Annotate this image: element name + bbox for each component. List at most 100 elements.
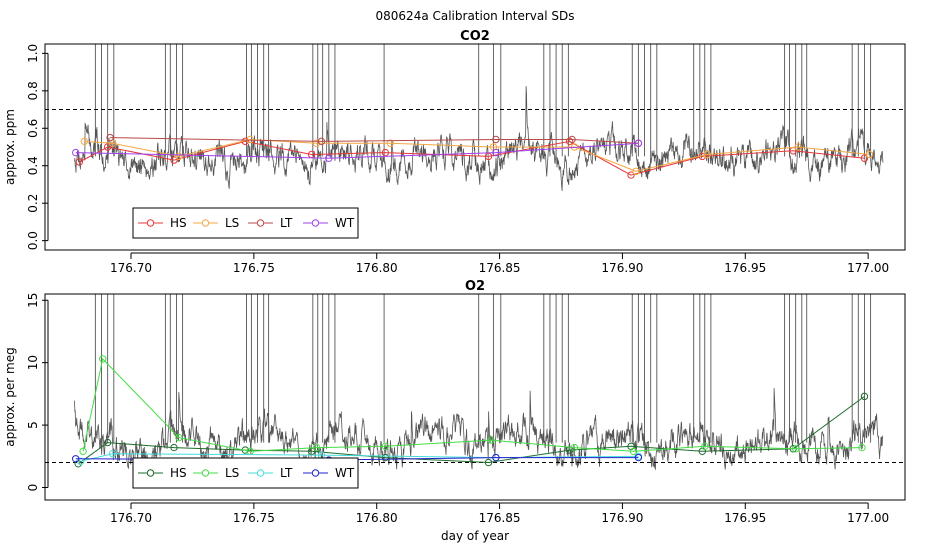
- o2-series-wt-point: [634, 453, 643, 462]
- co2-series-hs-point: [627, 171, 635, 179]
- co2-x-tick-label: 177.00: [847, 261, 889, 275]
- co2-series-hs-point: [170, 156, 178, 164]
- o2-x-tick-label: 176.95: [724, 511, 766, 525]
- co2-series-ls-point: [175, 152, 183, 161]
- o2-x-tick-label: 176.90: [601, 511, 643, 525]
- co2-series-wt-line: [75, 142, 639, 159]
- co2-legend-swatch-point: [256, 219, 265, 227]
- o2-x-axis-label: day of year: [441, 529, 509, 543]
- co2-y-tick-label: 0.8: [26, 81, 40, 100]
- co2-series-lt-point: [106, 133, 114, 142]
- co2-legend-swatch-point: [311, 219, 320, 227]
- co2-series-wt-point: [492, 148, 500, 157]
- o2-x-tick-label: 177.00: [847, 511, 889, 525]
- o2-y-axis-label: approx. per meg: [3, 347, 17, 446]
- co2-title: CO2: [460, 29, 490, 44]
- o2-legend-entry-ls: LS: [193, 466, 239, 480]
- o2-series-hs-point: [103, 438, 112, 447]
- o2-series-ls-point: [570, 443, 579, 452]
- co2-series-lt-line: [110, 137, 639, 144]
- figure-super-title: 080624a Calibration Interval SDs: [376, 9, 575, 23]
- co2-x-tick-label: 176.70: [110, 261, 152, 275]
- o2-y-tick-label: 15: [26, 293, 40, 308]
- co2-x-tick-label: 176.80: [356, 261, 398, 275]
- o2-legend-label: LS: [225, 466, 239, 480]
- co2-legend: HS LS LT WT: [132, 207, 359, 239]
- o2-legend-label: LT: [280, 466, 293, 480]
- o2-series-hs-point: [860, 392, 869, 401]
- o2-series-hs-point: [381, 453, 390, 462]
- co2-series-wt-point: [634, 139, 643, 147]
- co2-x-tick-label: 176.90: [601, 261, 643, 275]
- o2-series-ls-point: [629, 447, 638, 456]
- co2-legend-entry-hs: HS: [138, 216, 187, 230]
- co2-y-tick-label: 0.2: [26, 194, 40, 213]
- o2-legend-entry-wt: WT: [303, 466, 355, 480]
- co2-series-lt-point: [317, 137, 326, 146]
- co2-legend-swatch-point: [146, 219, 155, 227]
- o2-series-ls-point: [858, 443, 866, 452]
- o2-series-ls-point: [312, 443, 321, 452]
- o2-series-hs-point: [170, 443, 178, 452]
- o2-panel: O2 approx. per meg day of year 0 5 10 15 176.70…: [3, 279, 906, 543]
- o2-series-ls-point: [701, 442, 709, 451]
- o2-legend-label: HS: [170, 466, 187, 480]
- o2-legend: HS LS LT WT: [132, 457, 359, 489]
- o2-raw-trace: [74, 388, 884, 475]
- o2-series-wt-point: [492, 453, 500, 462]
- co2-y-axis-label: approx. ppm: [3, 109, 17, 185]
- o2-series-wt-point: [72, 455, 80, 463]
- co2-y-tick-label: 0.4: [26, 156, 40, 175]
- co2-x-tick-label: 176.75: [233, 261, 275, 275]
- o2-series-lt-point: [108, 450, 117, 458]
- o2-series-ls-point: [381, 442, 390, 451]
- co2-legend-swatch-point: [201, 219, 210, 227]
- co2-raw-trace: [74, 86, 884, 192]
- co2-legend-entry-ls: LS: [193, 216, 239, 230]
- co2-series-ls-point: [794, 143, 802, 151]
- co2-series-ls-point: [312, 139, 321, 147]
- o2-legend-label: WT: [335, 466, 355, 480]
- o2-y-tick-label: 5: [26, 421, 40, 429]
- o2-legend-swatch-point: [256, 469, 265, 477]
- co2-x-tick-label: 176.95: [724, 261, 766, 275]
- o2-legend-entry-hs: HS: [138, 466, 187, 480]
- o2-series-ls-line: [82, 357, 863, 452]
- co2-series-ls-point: [386, 139, 394, 147]
- o2-series-hs-point: [484, 458, 493, 467]
- co2-y-tick-label: 0.6: [26, 119, 40, 138]
- co2-series-ls-point: [703, 150, 711, 159]
- o2-series-ls-point: [791, 445, 800, 453]
- o2-series-ls-point: [487, 436, 495, 444]
- co2-legend-label: LS: [225, 216, 239, 230]
- o2-legend-swatch-point: [146, 469, 155, 477]
- o2-x-tick-label: 176.80: [356, 511, 398, 525]
- o2-series-hs-line: [77, 395, 865, 465]
- o2-series-ls-point: [175, 433, 183, 442]
- co2-plot-area: [45, 44, 905, 192]
- co2-series-hs-point: [565, 137, 574, 146]
- co2-legend-entry-lt: LT: [248, 216, 293, 230]
- co2-series-wt-point: [325, 154, 333, 162]
- co2-legend-label: HS: [170, 216, 187, 230]
- o2-legend-entry-lt: LT: [248, 466, 293, 480]
- co2-legend-label: WT: [335, 216, 355, 230]
- o2-series-ls-point: [79, 447, 87, 456]
- co2-y-tick-label: 0.0: [26, 231, 40, 250]
- co2-series-ls-point: [865, 150, 874, 159]
- co2-panel: CO2 approx. ppm 0.0 0.2 0.4 0.6 0.8 1.0 176.70 17…: [3, 29, 906, 275]
- co2-series-wt-point: [72, 148, 80, 157]
- o2-x-tick-label: 176.75: [233, 511, 275, 525]
- co2-legend-label: LT: [280, 216, 293, 230]
- co2-series-lt-point: [568, 135, 576, 144]
- co2-x-tick-label: 176.85: [479, 261, 521, 275]
- o2-x-tick-label: 176.85: [479, 511, 521, 525]
- o2-title: O2: [465, 279, 485, 294]
- o2-series-ls-point: [99, 355, 107, 363]
- co2-series-ls-point: [80, 137, 89, 146]
- o2-x-tick-label: 176.70: [110, 511, 152, 525]
- co2-series-hs-point: [103, 143, 112, 151]
- co2-plot-frame: [44, 43, 906, 251]
